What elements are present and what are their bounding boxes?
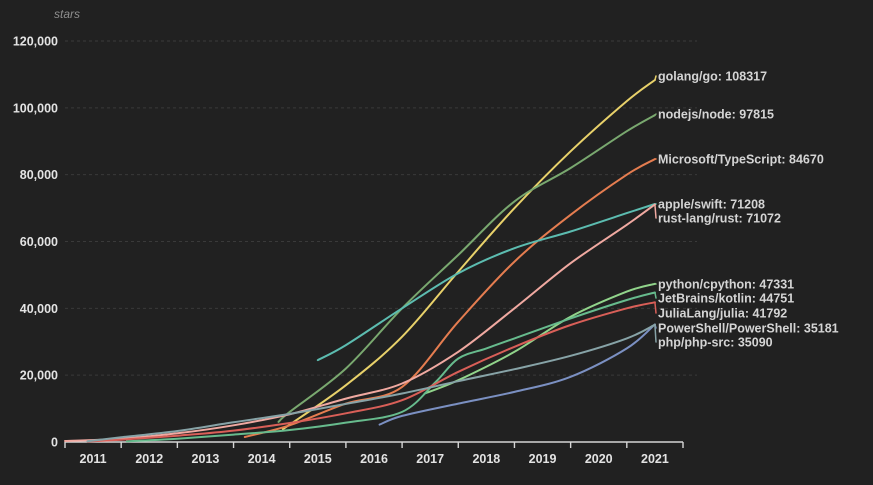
series-label-nodejs-node[interactable]: nodejs/node: 97815 [658, 108, 774, 122]
series-label-connector-jetbrains-kotlin [654, 291, 657, 299]
series-label-python-cpython[interactable]: python/cpython: 47331 [658, 278, 794, 292]
series-line-golang-go[interactable] [281, 79, 656, 431]
series-line-nodejs-node[interactable] [277, 114, 656, 423]
series-line-powershell-powershell[interactable] [378, 323, 656, 426]
series-line-julialang-julia[interactable] [86, 301, 656, 443]
series-line-apple-swift[interactable] [316, 203, 656, 362]
series-line-python-cpython[interactable] [423, 282, 656, 395]
x-tick-label-2016: 2016 [360, 452, 388, 466]
series-label-connector-php-php-src [654, 323, 657, 343]
x-tick-label-2021: 2021 [641, 452, 669, 466]
series-label-php-php-src[interactable]: php/php-src: 35090 [658, 336, 773, 350]
series-label-connector-rust-lang-rust [654, 203, 657, 219]
series-line-rust-lang-rust[interactable] [64, 203, 656, 442]
series-line-jetbrains-kotlin[interactable] [125, 291, 656, 443]
series-label-connector-golang-go [654, 75, 657, 81]
series-label-julialang-julia[interactable]: JuliaLang/julia: 41792 [658, 307, 787, 321]
series-line-php-php-src[interactable] [86, 323, 656, 443]
series-line-microsoft-typescript[interactable] [243, 158, 656, 438]
series-label-powershell-powershell[interactable]: PowerShell/PowerShell: 35181 [658, 322, 839, 336]
y-tick-label-120000: 120,000 [13, 35, 58, 49]
y-tick-label-40000: 40,000 [20, 302, 58, 316]
x-tick-label-2020: 2020 [585, 452, 613, 466]
y-tick-label-0: 0 [51, 436, 58, 450]
series-label-microsoft-typescript[interactable]: Microsoft/TypeScript: 84670 [658, 153, 824, 167]
y-tick-label-60000: 60,000 [20, 235, 58, 249]
series-label-jetbrains-kotlin[interactable]: JetBrains/kotlin: 44751 [658, 292, 794, 306]
series-label-connector-julialang-julia [654, 301, 657, 314]
x-tick-label-2019: 2019 [529, 452, 557, 466]
series-label-apple-swift[interactable]: apple/swift: 71208 [658, 198, 765, 212]
series-label-rust-lang-rust[interactable]: rust-lang/rust: 71072 [658, 212, 781, 226]
x-tick-label-2015: 2015 [304, 452, 332, 466]
series-label-golang-go[interactable]: golang/go: 108317 [658, 70, 767, 84]
y-tick-label-80000: 80,000 [20, 168, 58, 182]
y-tick-label-20000: 20,000 [20, 369, 58, 383]
y-tick-label-100000: 100,000 [13, 101, 58, 115]
series-label-connector-nodejs-node [654, 113, 657, 116]
x-tick-label-2013: 2013 [192, 452, 220, 466]
x-tick-label-2012: 2012 [135, 452, 163, 466]
y-axis-title: stars [54, 7, 80, 21]
x-tick-label-2014: 2014 [248, 452, 276, 466]
x-tick-label-2018: 2018 [472, 452, 500, 466]
x-tick-label-2017: 2017 [416, 452, 444, 466]
x-tick-label-2011: 2011 [80, 452, 107, 466]
